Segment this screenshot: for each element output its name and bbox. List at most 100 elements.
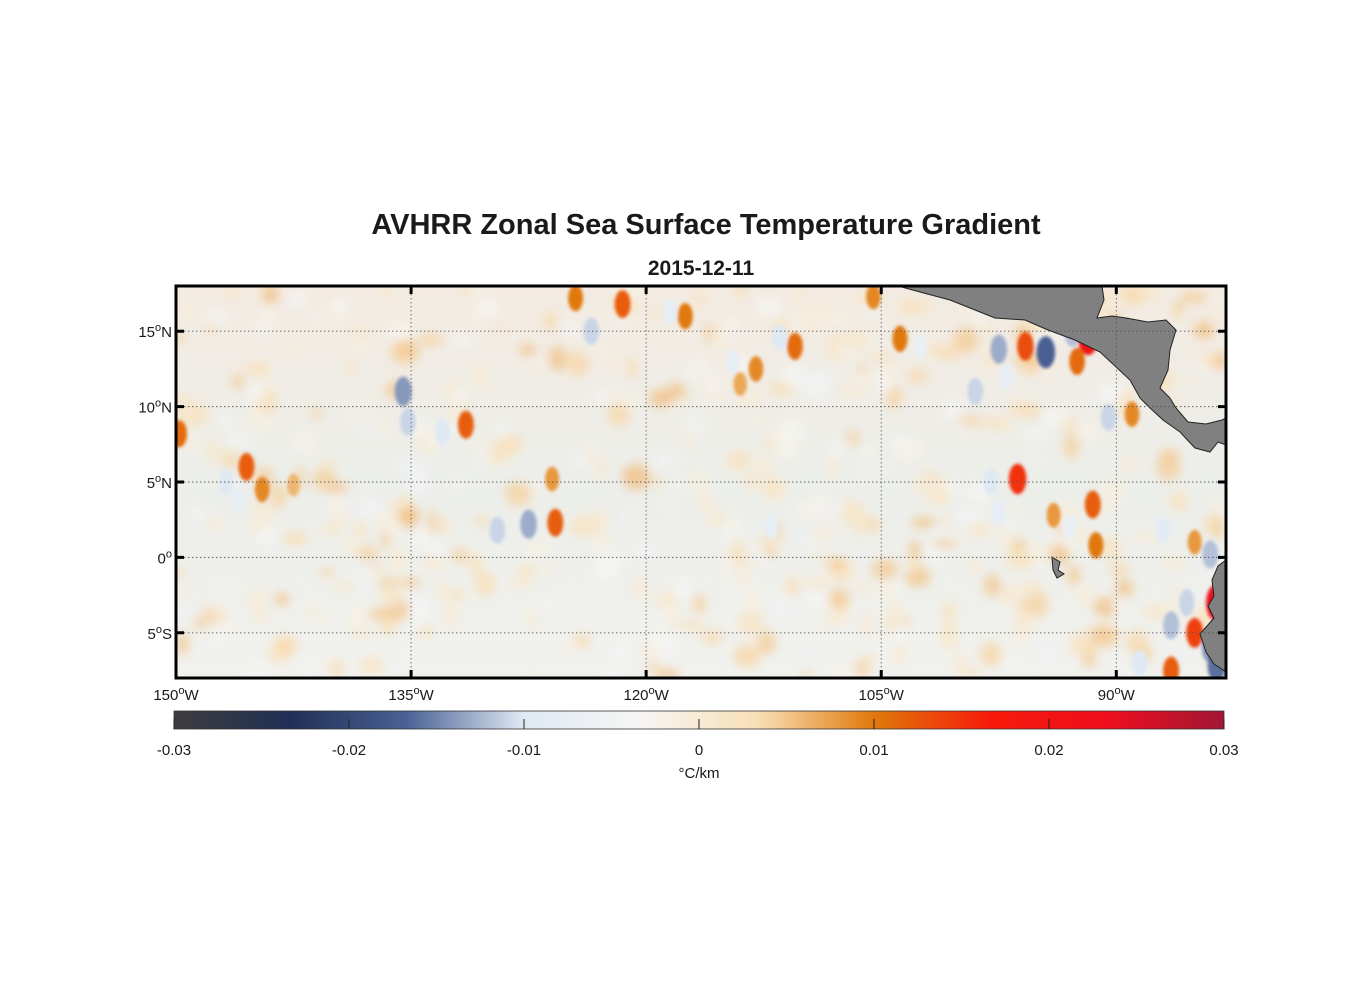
gradient-anomaly bbox=[489, 516, 506, 544]
texture-layer bbox=[176, 286, 1226, 678]
texture-blob bbox=[345, 362, 358, 375]
colorbar-tick-label: 0.01 bbox=[859, 742, 888, 759]
texture-blob bbox=[624, 509, 633, 525]
texture-blob bbox=[211, 600, 228, 615]
texture-blob bbox=[377, 576, 399, 588]
texture-blob bbox=[518, 344, 537, 356]
texture-blob bbox=[566, 351, 589, 377]
texture-blob bbox=[980, 641, 1002, 667]
texture-blob bbox=[390, 563, 405, 575]
texture-blob bbox=[332, 581, 357, 591]
texture-blob bbox=[750, 539, 761, 551]
texture-blob bbox=[633, 542, 655, 558]
texture-blob bbox=[379, 614, 397, 635]
texture-blob bbox=[510, 571, 534, 590]
texture-blob bbox=[888, 600, 903, 622]
texture-blob bbox=[1027, 456, 1039, 466]
texture-blob bbox=[912, 476, 926, 496]
texture-blob bbox=[906, 367, 929, 384]
texture-blob bbox=[308, 600, 317, 625]
texture-blob bbox=[1007, 400, 1035, 418]
gradient-anomaly bbox=[1084, 490, 1101, 519]
texture-blob bbox=[267, 647, 288, 662]
colorbar-tick-label: 0.02 bbox=[1034, 742, 1063, 759]
texture-blob bbox=[682, 620, 704, 631]
texture-blob bbox=[346, 605, 369, 631]
texture-blob bbox=[594, 389, 610, 406]
texture-blob bbox=[743, 474, 761, 492]
texture-blob bbox=[477, 300, 500, 316]
texture-blob bbox=[212, 630, 223, 648]
texture-blob bbox=[592, 554, 621, 580]
texture-blob bbox=[1112, 595, 1127, 616]
texture-blob bbox=[909, 554, 919, 577]
texture-blob bbox=[728, 314, 737, 337]
texture-blob bbox=[313, 312, 324, 323]
texture-blob bbox=[591, 577, 600, 591]
texture-blob bbox=[1088, 625, 1113, 637]
colorbar-tick-label: 0.03 bbox=[1209, 742, 1238, 759]
texture-blob bbox=[205, 322, 217, 336]
texture-blob bbox=[805, 375, 830, 400]
texture-blob bbox=[273, 593, 290, 605]
texture-blob bbox=[759, 534, 786, 546]
texture-blob bbox=[1193, 321, 1215, 340]
gradient-anomaly bbox=[547, 508, 564, 537]
texture-blob bbox=[772, 592, 793, 616]
texture-blob bbox=[596, 525, 606, 539]
gradient-anomaly bbox=[1186, 617, 1204, 648]
gradient-anomaly bbox=[725, 349, 740, 374]
texture-blob bbox=[449, 587, 464, 602]
gradient-anomaly bbox=[1156, 517, 1171, 543]
gradient-anomaly bbox=[394, 376, 412, 407]
texture-blob bbox=[356, 545, 379, 561]
texture-blob bbox=[474, 364, 486, 389]
texture-blob bbox=[218, 411, 230, 430]
texture-blob bbox=[1119, 455, 1143, 473]
texture-blob bbox=[560, 323, 581, 337]
texture-blob bbox=[1180, 292, 1207, 303]
texture-blob bbox=[1120, 286, 1144, 306]
texture-blob bbox=[1168, 489, 1189, 512]
texture-blob bbox=[666, 639, 684, 655]
texture-blob bbox=[622, 464, 650, 490]
texture-blob bbox=[764, 478, 782, 493]
texture-blob bbox=[845, 560, 856, 579]
texture-blob bbox=[721, 524, 732, 546]
texture-blob bbox=[827, 448, 840, 459]
texture-blob bbox=[891, 643, 908, 665]
texture-blob bbox=[527, 359, 549, 370]
gradient-anomaly bbox=[583, 317, 600, 345]
colorbar-ticks: -0.03 -0.02 -0.01 0 0.01 0.02 0.03 bbox=[157, 719, 1239, 759]
longitude-labels: 150oW 135oW 120oW 105oW 90oW bbox=[153, 685, 1135, 704]
texture-blob bbox=[341, 536, 360, 555]
texture-blob bbox=[908, 300, 933, 312]
texture-blob bbox=[863, 443, 874, 466]
texture-blob bbox=[768, 382, 795, 396]
texture-blob bbox=[1002, 585, 1015, 604]
texture-blob bbox=[982, 321, 995, 337]
texture-blob bbox=[317, 460, 338, 471]
texture-blob bbox=[850, 329, 867, 354]
land-layer bbox=[897, 286, 1226, 673]
texture-blob bbox=[742, 598, 760, 607]
texture-blob bbox=[795, 501, 817, 520]
texture-blob bbox=[537, 564, 556, 573]
texture-blob bbox=[748, 412, 764, 426]
texture-blob bbox=[1013, 611, 1035, 633]
texture-blob bbox=[859, 611, 875, 636]
texture-blob bbox=[323, 655, 339, 674]
texture-blob bbox=[651, 452, 680, 468]
texture-blob bbox=[827, 455, 840, 479]
texture-blob bbox=[755, 551, 770, 564]
texture-blob bbox=[1202, 352, 1220, 367]
texture-blob bbox=[329, 299, 348, 315]
texture-blob bbox=[805, 577, 830, 588]
texture-blob bbox=[1097, 383, 1123, 404]
lon-tick-label: 90oW bbox=[1098, 685, 1136, 704]
gradient-anomaly bbox=[1008, 463, 1027, 495]
texture-blob bbox=[1148, 286, 1158, 297]
lon-tick-label: 105oW bbox=[859, 685, 905, 704]
texture-blob bbox=[1017, 598, 1033, 613]
texture-blob bbox=[540, 597, 559, 611]
